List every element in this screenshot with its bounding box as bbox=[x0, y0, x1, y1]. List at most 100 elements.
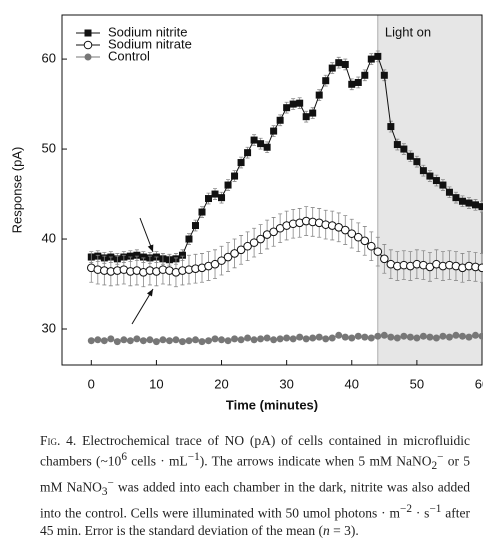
data-point bbox=[210, 259, 220, 269]
caption-text: −2 bbox=[399, 503, 412, 516]
data-point bbox=[374, 52, 382, 60]
caption-text: 2 bbox=[431, 460, 438, 473]
data-point bbox=[236, 245, 246, 255]
data-point bbox=[458, 332, 466, 340]
data-point bbox=[250, 336, 258, 344]
legend-marker bbox=[84, 29, 92, 37]
data-point bbox=[223, 252, 233, 262]
data-point bbox=[380, 254, 389, 264]
legend-label: Control bbox=[108, 48, 150, 63]
data-point bbox=[178, 338, 186, 346]
data-point bbox=[465, 199, 473, 207]
y-tick-label: 60 bbox=[42, 51, 56, 66]
data-point bbox=[120, 336, 128, 344]
data-point bbox=[387, 123, 395, 131]
data-point bbox=[353, 232, 363, 242]
data-point bbox=[465, 333, 473, 341]
data-point bbox=[244, 334, 252, 342]
data-point bbox=[283, 334, 291, 342]
light-period bbox=[377, 15, 482, 365]
caption-text: 3 bbox=[101, 486, 108, 499]
data-point bbox=[432, 177, 440, 185]
data-point bbox=[198, 208, 206, 216]
data-point bbox=[107, 335, 115, 343]
data-point bbox=[231, 172, 239, 180]
data-point bbox=[94, 336, 102, 344]
data-point bbox=[126, 252, 134, 260]
data-point bbox=[133, 335, 141, 343]
data-point bbox=[367, 334, 375, 342]
data-point bbox=[426, 172, 434, 180]
caption-text: · s bbox=[411, 505, 430, 521]
caption-text: or 5 mM NaNO bbox=[40, 453, 470, 495]
data-point bbox=[361, 71, 369, 79]
data-point bbox=[289, 100, 297, 108]
data-point bbox=[270, 336, 278, 344]
legend-marker bbox=[84, 53, 92, 61]
data-point bbox=[302, 335, 310, 343]
data-point bbox=[335, 331, 343, 339]
data-point bbox=[309, 334, 317, 342]
data-point bbox=[113, 338, 121, 346]
data-point bbox=[198, 338, 206, 346]
data-point bbox=[185, 337, 193, 345]
data-point bbox=[126, 337, 134, 345]
data-point bbox=[354, 332, 362, 340]
data-point bbox=[432, 334, 440, 342]
y-tick-label: 30 bbox=[42, 320, 56, 335]
data-point bbox=[270, 127, 278, 135]
caption-text: − bbox=[437, 451, 444, 463]
caption-text: n bbox=[323, 522, 330, 538]
data-point bbox=[445, 333, 453, 341]
data-point bbox=[400, 145, 408, 153]
caption-text: ). The arrows indicate when 5 mM NaNO bbox=[199, 453, 432, 469]
data-point bbox=[452, 194, 460, 202]
data-point bbox=[237, 159, 245, 167]
data-point bbox=[419, 167, 427, 175]
legend-marker bbox=[83, 40, 93, 50]
data-point bbox=[380, 71, 388, 79]
data-point bbox=[211, 335, 219, 343]
data-point bbox=[296, 99, 304, 107]
data-point bbox=[146, 336, 154, 344]
data-point bbox=[250, 136, 258, 144]
data-point bbox=[231, 335, 239, 343]
data-point bbox=[413, 158, 421, 166]
data-point bbox=[347, 229, 357, 238]
data-point bbox=[224, 337, 232, 345]
caption: Fig. 4. Electrochemical trace of NO (pA)… bbox=[40, 432, 470, 539]
x-tick-label: 40 bbox=[345, 376, 359, 391]
caption-text: was added into each chamber in the dark,… bbox=[40, 479, 470, 521]
data-point bbox=[340, 225, 350, 235]
data-point bbox=[257, 335, 265, 343]
data-point bbox=[341, 333, 349, 341]
data-point bbox=[302, 113, 310, 121]
data-point bbox=[159, 336, 167, 344]
x-axis-label: Time (minutes) bbox=[226, 397, 318, 412]
data-point bbox=[249, 238, 259, 247]
data-point bbox=[478, 203, 483, 211]
legend-label: Sodium nitrite bbox=[108, 24, 187, 39]
data-point bbox=[335, 59, 343, 67]
annotation: Light on bbox=[385, 24, 431, 39]
data-point bbox=[139, 337, 147, 345]
data-point bbox=[393, 141, 401, 149]
x-tick-label: 30 bbox=[279, 376, 293, 391]
data-point bbox=[296, 333, 304, 341]
caption-text: − bbox=[107, 477, 114, 490]
data-point bbox=[315, 333, 323, 341]
data-point bbox=[191, 222, 199, 230]
data-point bbox=[257, 140, 265, 148]
data-point bbox=[471, 331, 479, 339]
data-point bbox=[477, 263, 483, 273]
y-tick-label: 50 bbox=[42, 140, 56, 155]
data-point bbox=[471, 201, 479, 209]
data-point bbox=[172, 336, 180, 344]
data-point bbox=[419, 332, 427, 340]
data-point bbox=[458, 197, 466, 205]
data-point bbox=[361, 333, 369, 341]
data-point bbox=[87, 337, 95, 345]
data-point bbox=[205, 195, 213, 203]
x-tick-label: 50 bbox=[410, 376, 424, 391]
